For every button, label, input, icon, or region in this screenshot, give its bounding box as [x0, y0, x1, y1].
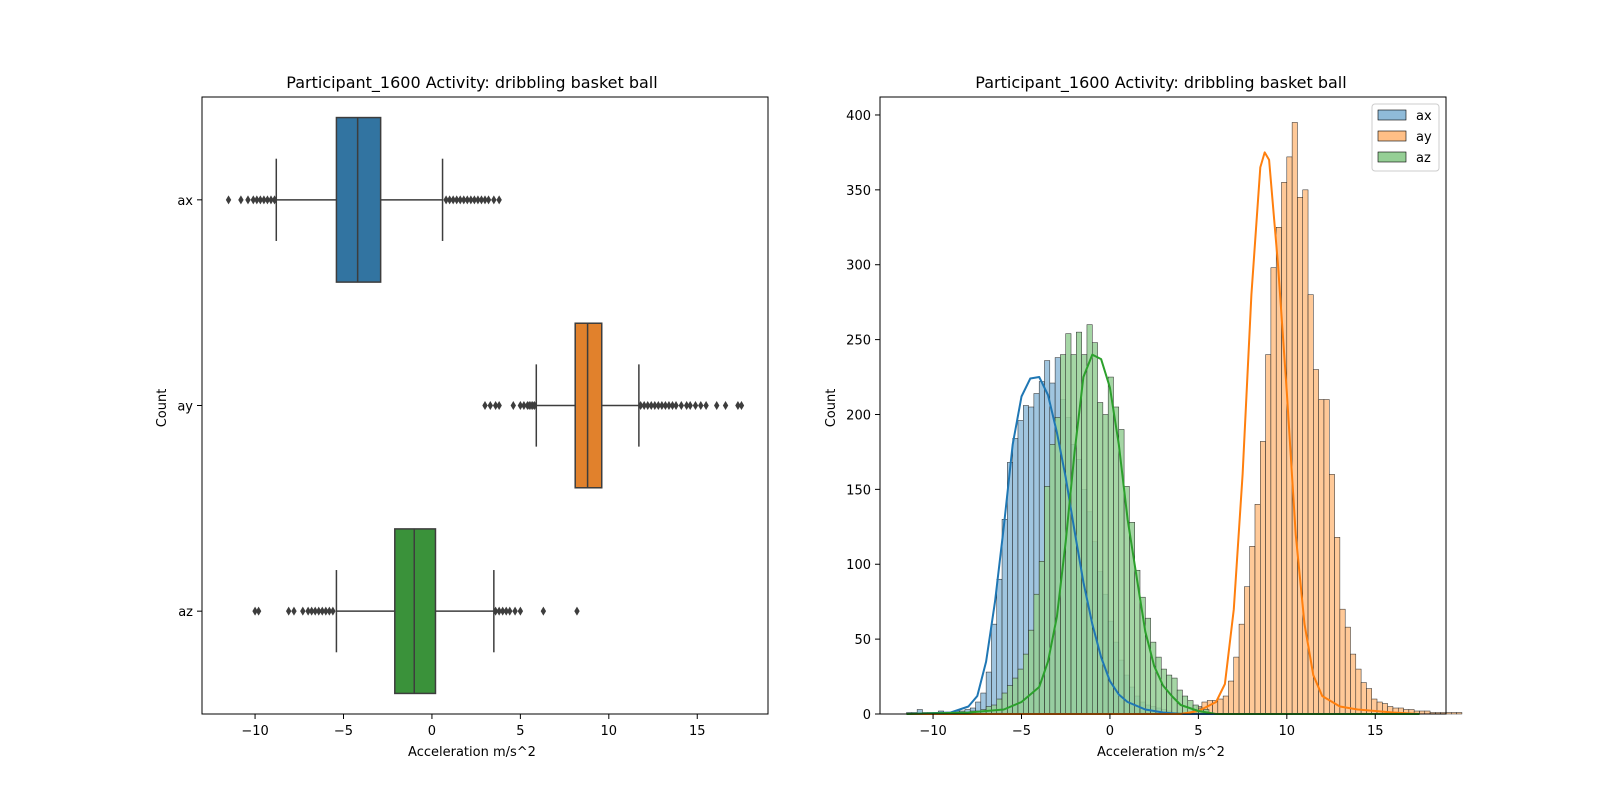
- hist-bar-az: [1029, 630, 1034, 714]
- legend-label-az: az: [1416, 151, 1431, 166]
- hist-bar-ay: [1319, 400, 1324, 714]
- hist-bar-az: [1050, 444, 1055, 714]
- xtick-label: −10: [919, 724, 946, 739]
- xtick-label: 5: [1194, 724, 1202, 739]
- hist-bar-az: [1018, 669, 1023, 714]
- ytick-label: 0: [863, 708, 871, 723]
- hist-bar-ay: [1255, 504, 1260, 714]
- hist-bar-ax: [1002, 519, 1007, 714]
- hist-bar-az: [1002, 693, 1007, 714]
- hist-bar-ay: [1350, 654, 1355, 714]
- xtick-label: 15: [1367, 724, 1384, 739]
- histogram-legend: ax ay az: [1372, 104, 1439, 171]
- hist-bar-ay: [1356, 669, 1361, 714]
- xtick-label: 0: [1106, 724, 1114, 739]
- hist-bar-ay: [1271, 268, 1276, 714]
- hist-bar-az: [1060, 355, 1065, 714]
- hist-bar-az: [1055, 417, 1060, 714]
- xtick-label: −5: [334, 724, 353, 739]
- hist-bar-ax: [1013, 438, 1018, 714]
- hist-bar-ay: [1218, 699, 1223, 714]
- hist-bar-ay: [1250, 546, 1255, 714]
- hist-bar-ay: [1340, 609, 1345, 714]
- hist-bar-az: [1113, 407, 1118, 714]
- histogram-title: Participant_1600 Activity: dribbling bas…: [975, 73, 1346, 93]
- legend-swatch-ay: [1378, 131, 1406, 141]
- hist-bar-ax: [991, 624, 996, 714]
- hist-bar-az: [1161, 669, 1166, 714]
- ytick-label: 150: [846, 483, 871, 498]
- hist-bar-ax: [1007, 462, 1012, 714]
- hist-bar-az: [1076, 332, 1081, 714]
- hist-bar-ay: [1335, 537, 1340, 714]
- hist-bar-ay: [1313, 370, 1318, 714]
- hist-bar-ay: [1234, 657, 1239, 714]
- hist-bar-ay: [1282, 182, 1287, 714]
- boxplot-xlabel: Acceleration m/s^2: [408, 745, 536, 760]
- hist-bar-az: [1098, 403, 1103, 714]
- hist-bar-az: [1087, 325, 1092, 714]
- legend-label-ay: ay: [1416, 130, 1432, 145]
- hist-bar-az: [1082, 355, 1087, 714]
- hist-bar-ay: [1244, 587, 1249, 714]
- hist-bar-ay: [1260, 441, 1265, 714]
- ytick-label: 100: [846, 558, 871, 573]
- ytick-label: 400: [846, 109, 871, 124]
- hist-bar-ay: [1345, 627, 1350, 714]
- ytick-label-az: az: [178, 605, 193, 620]
- boxplot-ylabel: Count: [155, 389, 170, 428]
- xtick-label: 10: [1279, 724, 1296, 739]
- xtick-label: −10: [241, 724, 268, 739]
- hist-bar-ay: [1451, 713, 1456, 714]
- xtick-label: 5: [516, 724, 524, 739]
- hist-bar-ay: [1228, 681, 1233, 714]
- ytick-label: 200: [846, 408, 871, 423]
- legend-swatch-az: [1378, 152, 1406, 162]
- hist-bar-ay: [1446, 713, 1451, 714]
- hist-bar-ay: [1329, 474, 1334, 714]
- ytick-label-ay: ay: [177, 400, 193, 415]
- hist-bar-ay: [1223, 696, 1228, 714]
- histogram-ylabel: Count: [824, 389, 839, 428]
- hist-bar-az: [1108, 377, 1113, 714]
- ytick-label: 50: [854, 633, 871, 648]
- xtick-label: 0: [428, 724, 436, 739]
- xtick-label: 10: [601, 724, 618, 739]
- xtick-label: −5: [1012, 724, 1031, 739]
- hist-bar-ay: [1239, 624, 1244, 714]
- hist-bar-az: [1039, 561, 1044, 714]
- histogram-xlabel: Acceleration m/s^2: [1097, 745, 1225, 760]
- hist-bar-az: [1044, 486, 1049, 714]
- hist-bar-az: [1007, 686, 1012, 714]
- ytick-label: 250: [846, 334, 871, 349]
- box-iqr-ax: [336, 118, 380, 283]
- hist-bar-az: [1023, 654, 1028, 714]
- hist-bar-az: [1013, 678, 1018, 714]
- box-iqr-ay: [575, 323, 602, 488]
- legend-swatch-ax: [1378, 110, 1406, 120]
- boxplot-title: Participant_1600 Activity: dribbling bas…: [286, 73, 657, 93]
- hist-bar-ay: [1292, 122, 1297, 714]
- hist-bar-ay: [1297, 197, 1302, 714]
- hist-bar-az: [997, 699, 1002, 714]
- hist-bar-ay: [1457, 713, 1462, 714]
- hist-bar-az: [1092, 343, 1097, 714]
- hist-bar-ax: [997, 579, 1002, 714]
- hist-bar-az: [1034, 594, 1039, 714]
- ytick-label: 300: [846, 259, 871, 274]
- hist-bar-az: [1156, 657, 1161, 714]
- legend-label-ax: ax: [1416, 109, 1432, 124]
- xtick-label: 15: [689, 724, 706, 739]
- box-iqr-az: [395, 529, 436, 694]
- ytick-label-ax: ax: [177, 194, 193, 209]
- hist-bar-ay: [1324, 400, 1329, 714]
- hist-bar-ay: [1266, 355, 1271, 714]
- ytick-label: 350: [846, 184, 871, 199]
